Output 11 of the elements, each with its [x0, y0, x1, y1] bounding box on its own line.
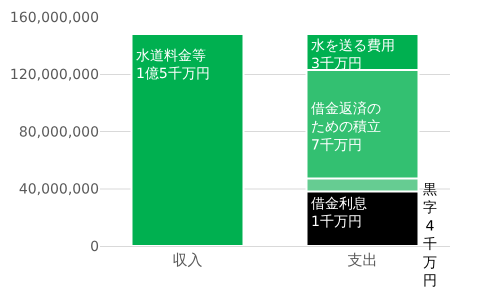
x-tick-label: 収入 [172, 251, 202, 269]
y-tick-label: 160,000,000 [10, 10, 99, 26]
y-tick-label: 0 [90, 238, 99, 255]
annotation: 黒字4千万円 [423, 182, 437, 288]
y-tick-label: 120,000,000 [10, 67, 99, 84]
y-tick-label: 80,000,000 [18, 124, 99, 140]
y-tick-label: 40,000,000 [18, 182, 99, 198]
annotation: 水道料金等 1億5千万円 [136, 48, 210, 82]
annotation: 借金利息 1千万円 [311, 196, 367, 230]
annotation: 借金返済のための積立 7千万円 [311, 101, 381, 154]
x-tick-label: 支出 [348, 251, 378, 269]
